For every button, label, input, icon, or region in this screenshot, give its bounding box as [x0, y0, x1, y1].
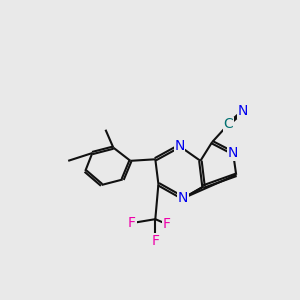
Text: N: N	[238, 104, 248, 118]
Text: N: N	[178, 191, 188, 205]
Text: F: F	[128, 216, 136, 230]
Text: N: N	[174, 139, 184, 153]
Text: F: F	[162, 217, 170, 231]
Text: C: C	[224, 117, 233, 131]
Text: N: N	[228, 146, 238, 160]
Text: F: F	[151, 234, 159, 248]
